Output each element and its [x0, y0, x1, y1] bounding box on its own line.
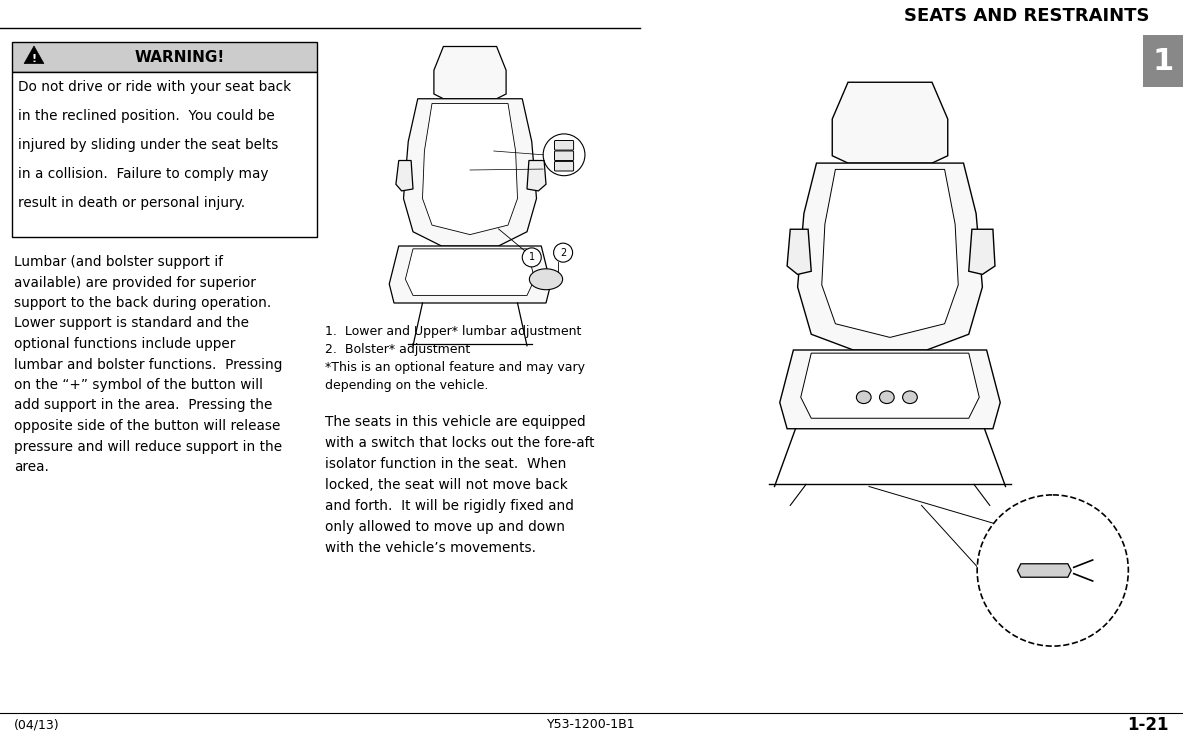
Circle shape — [554, 243, 573, 262]
Polygon shape — [403, 99, 537, 246]
Polygon shape — [1017, 564, 1072, 578]
Text: Lumbar (and bolster support if: Lumbar (and bolster support if — [14, 255, 224, 269]
Text: SEATS AND RESTRAINTS: SEATS AND RESTRAINTS — [905, 7, 1150, 25]
Polygon shape — [797, 163, 982, 350]
Polygon shape — [389, 246, 551, 303]
Text: only allowed to move up and down: only allowed to move up and down — [325, 520, 565, 534]
Polygon shape — [396, 160, 413, 191]
Text: in the reclined position.  You could be: in the reclined position. You could be — [18, 109, 274, 123]
Polygon shape — [434, 47, 506, 99]
Text: 1.  Lower and Upper* lumbar adjustment: 1. Lower and Upper* lumbar adjustment — [325, 325, 581, 338]
Text: isolator function in the seat.  When: isolator function in the seat. When — [325, 457, 567, 471]
Text: Lower support is standard and the: Lower support is standard and the — [14, 316, 248, 331]
Text: result in death or personal injury.: result in death or personal injury. — [18, 196, 245, 210]
Text: lumbar and bolster functions.  Pressing: lumbar and bolster functions. Pressing — [14, 357, 283, 372]
Text: Y53-1200-1B1: Y53-1200-1B1 — [547, 719, 635, 731]
Text: *This is an optional feature and may vary: *This is an optional feature and may var… — [325, 361, 586, 374]
Text: (04/13): (04/13) — [14, 719, 59, 731]
Text: !: ! — [32, 54, 37, 64]
Text: Do not drive or ride with your seat back: Do not drive or ride with your seat back — [18, 80, 291, 94]
Text: locked, the seat will not move back: locked, the seat will not move back — [325, 478, 568, 492]
Polygon shape — [833, 82, 948, 163]
Text: optional functions include upper: optional functions include upper — [14, 337, 235, 351]
Text: 1-21: 1-21 — [1127, 716, 1169, 732]
Text: The seats in this vehicle are equipped: The seats in this vehicle are equipped — [325, 415, 586, 429]
Circle shape — [977, 495, 1129, 646]
Text: depending on the vehicle.: depending on the vehicle. — [325, 379, 489, 392]
Polygon shape — [406, 249, 535, 296]
Text: area.: area. — [14, 460, 49, 474]
Text: with a switch that locks out the fore-aft: with a switch that locks out the fore-af… — [325, 436, 595, 450]
Polygon shape — [24, 46, 44, 64]
Text: opposite side of the button will release: opposite side of the button will release — [14, 419, 280, 433]
Polygon shape — [780, 350, 1001, 429]
FancyBboxPatch shape — [1143, 35, 1183, 87]
FancyBboxPatch shape — [555, 161, 574, 171]
Text: injured by sliding under the seat belts: injured by sliding under the seat belts — [18, 138, 278, 152]
Polygon shape — [787, 229, 812, 274]
Text: support to the back during operation.: support to the back during operation. — [14, 296, 271, 310]
FancyBboxPatch shape — [12, 42, 317, 72]
Polygon shape — [822, 169, 958, 337]
Text: with the vehicle’s movements.: with the vehicle’s movements. — [325, 541, 536, 555]
Text: 1: 1 — [1152, 47, 1174, 75]
Polygon shape — [422, 103, 517, 234]
Text: add support in the area.  Pressing the: add support in the area. Pressing the — [14, 398, 272, 413]
Text: available) are provided for superior: available) are provided for superior — [14, 275, 256, 289]
FancyBboxPatch shape — [555, 141, 574, 150]
FancyBboxPatch shape — [555, 151, 574, 160]
Polygon shape — [801, 353, 980, 418]
Ellipse shape — [856, 391, 871, 403]
Text: WARNING!: WARNING! — [135, 50, 225, 64]
Text: on the “+” symbol of the button will: on the “+” symbol of the button will — [14, 378, 263, 392]
Circle shape — [522, 248, 542, 267]
Text: in a collision.  Failure to comply may: in a collision. Failure to comply may — [18, 167, 269, 181]
Polygon shape — [969, 229, 995, 274]
Text: pressure and will reduce support in the: pressure and will reduce support in the — [14, 439, 282, 454]
Ellipse shape — [903, 391, 917, 403]
Ellipse shape — [879, 391, 894, 403]
Text: 2.  Bolster* adjustment: 2. Bolster* adjustment — [325, 343, 471, 356]
Text: 2: 2 — [560, 247, 567, 258]
Text: and forth.  It will be rigidly fixed and: and forth. It will be rigidly fixed and — [325, 499, 574, 513]
FancyBboxPatch shape — [12, 72, 317, 237]
Polygon shape — [526, 160, 547, 191]
Text: 1: 1 — [529, 253, 535, 262]
Ellipse shape — [529, 269, 563, 290]
